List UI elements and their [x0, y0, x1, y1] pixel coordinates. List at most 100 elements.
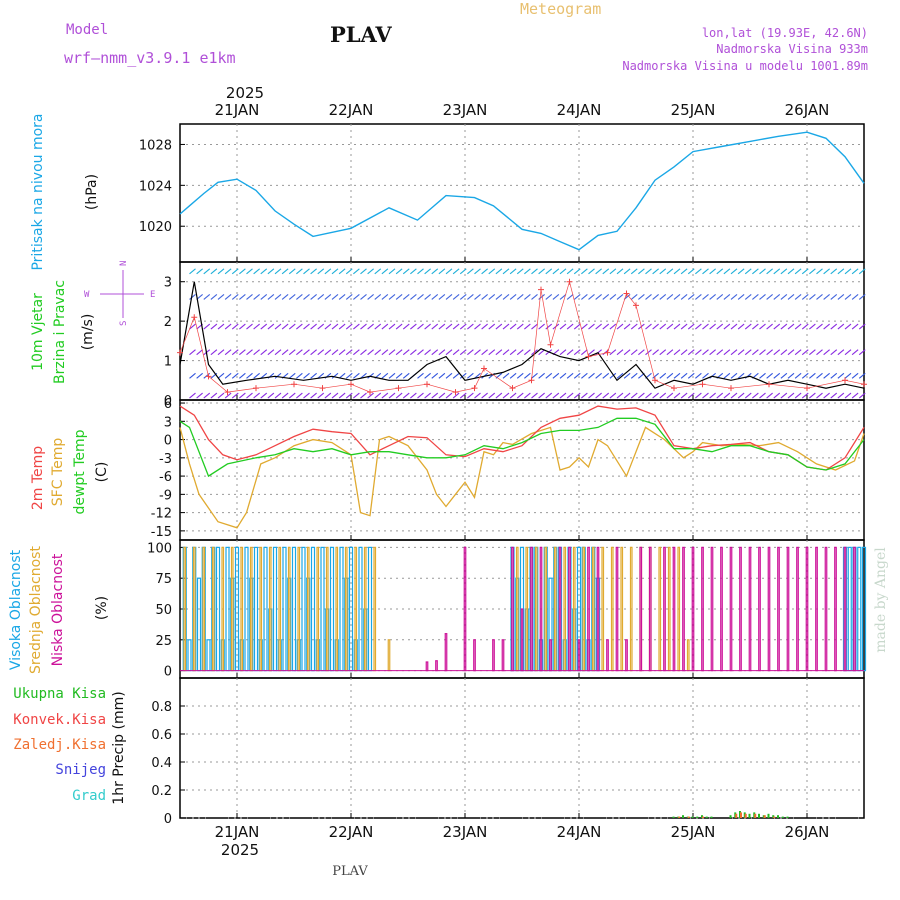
wind-barb-0: [659, 268, 667, 275]
model-label: Model: [66, 22, 108, 38]
wind-barb-0: [296, 268, 303, 275]
wind-barb-1: [217, 294, 225, 300]
date-tick-bottom: 22JAN: [329, 823, 374, 841]
wind-barb-0: [723, 268, 731, 275]
wind-barb-5: [545, 392, 553, 399]
wind-barb-5: [246, 392, 253, 399]
wind-barb-5: [780, 392, 788, 399]
wind-barb-0: [417, 268, 424, 275]
wind-barb-2: [331, 323, 339, 330]
low-cloud-bar: [596, 546, 600, 672]
wind-barb-1: [573, 294, 581, 300]
wind-barb-2: [531, 323, 538, 330]
wind-barb-4: [630, 372, 638, 379]
wind-barb-0: [759, 268, 766, 275]
high-cloud-bar: [187, 639, 192, 672]
year-label-bottom: 2025: [221, 841, 259, 859]
wind-barb-3: [695, 349, 702, 356]
wind-barb-2: [709, 323, 716, 330]
mid-cloud-bar: [278, 546, 282, 672]
wind-speed-line: [179, 281, 865, 389]
wind-barb-3: [495, 349, 503, 356]
wind-barb-1: [616, 294, 624, 300]
wind-barb-4: [353, 372, 360, 379]
wind-barb-2: [773, 323, 781, 330]
wind-barb-5: [823, 392, 830, 399]
mid-cloud-bar: [667, 546, 671, 672]
low-cloud-bar: [530, 546, 533, 672]
wind-barb-0: [645, 268, 652, 275]
wind-barb-1: [360, 294, 367, 300]
wind-barb-5: [559, 392, 567, 399]
wind-barb-1: [210, 294, 218, 300]
wind-barb-1: [317, 294, 325, 300]
low-cloud-bar: [739, 546, 742, 672]
wind-barb-0: [459, 268, 467, 275]
wind-barb-1: [766, 294, 773, 300]
wind-barb-4: [317, 372, 325, 379]
wind-barb-0: [310, 268, 317, 275]
legend-snow: Snijeg: [55, 762, 106, 778]
legend-frz-rain: Zaledj.Kisa: [13, 737, 106, 753]
wind-barb-2: [502, 323, 510, 330]
wind-barb-5: [410, 392, 417, 399]
wind-barb-2: [481, 323, 488, 330]
wind-barb-3: [559, 349, 567, 356]
wind-barb-1: [851, 294, 859, 300]
mid-cloud-bar: [534, 546, 538, 672]
legend-conv-rain: Konvek.Kisa: [13, 712, 106, 728]
wind-barb-3: [645, 349, 652, 356]
wind-barb-2: [752, 323, 759, 330]
low-cloud-bar: [615, 546, 619, 672]
low-cloud-bar: [777, 546, 780, 672]
wind-barb-0: [552, 268, 560, 275]
wind-barb-1: [744, 294, 752, 300]
wind-barb-4: [260, 372, 268, 379]
wind-barb-4: [809, 372, 816, 379]
high-cloud-bar: [196, 577, 202, 672]
wind-barb-0: [559, 268, 567, 275]
low-cloud-bar: [758, 546, 761, 672]
wind-barb-5: [189, 392, 196, 399]
precip-panel: 0 0.2 0.4 0.6 0.8: [151, 677, 865, 827]
wind-barb-5: [801, 392, 809, 399]
high-cloud-bar: [272, 546, 278, 672]
wind-barb-1: [581, 294, 588, 300]
cloud-ytick-label: 25: [155, 634, 172, 649]
wind-barb-5: [431, 392, 439, 399]
wind-barb-0: [203, 268, 211, 275]
wind-barb-5: [310, 392, 317, 399]
wind-barb-1: [716, 294, 724, 300]
wind-barb-0: [638, 268, 645, 275]
wind-barb-0: [324, 268, 332, 275]
wind-barb-4: [239, 372, 246, 379]
wind-barb-4: [445, 372, 453, 379]
wind-barb-5: [267, 392, 275, 399]
wind-barb-0: [588, 268, 595, 275]
wind-barb-0: [438, 268, 446, 275]
wind-barb-1: [502, 294, 510, 300]
wind-barb-0: [495, 268, 503, 275]
wind-barb-5: [402, 392, 410, 399]
frz-precip-bar: [735, 813, 738, 818]
wind-barb-5: [445, 392, 453, 399]
wind-barb-2: [744, 323, 752, 330]
wind-barb-1: [823, 294, 830, 300]
wind-dir-n: N: [119, 261, 129, 266]
cloud-ytick-label: 50: [155, 603, 172, 618]
wind-barb-0: [809, 268, 816, 275]
wind-barb-1: [324, 294, 332, 300]
wind-barb-0: [616, 268, 624, 275]
wind-barb-3: [459, 349, 467, 356]
wind-barb-3: [296, 349, 303, 356]
wind-barb-3: [730, 349, 738, 356]
wind-barb-3: [345, 349, 353, 356]
low-cloud-bar: [425, 661, 429, 672]
wind-barb-1: [759, 294, 766, 300]
wind-barb-3: [566, 349, 574, 356]
wind-barb-3: [360, 349, 367, 356]
wind-barb-0: [488, 268, 496, 275]
wind-barb-5: [353, 392, 360, 399]
wind-barb-0: [780, 268, 788, 275]
dewpt-line: [179, 417, 865, 478]
